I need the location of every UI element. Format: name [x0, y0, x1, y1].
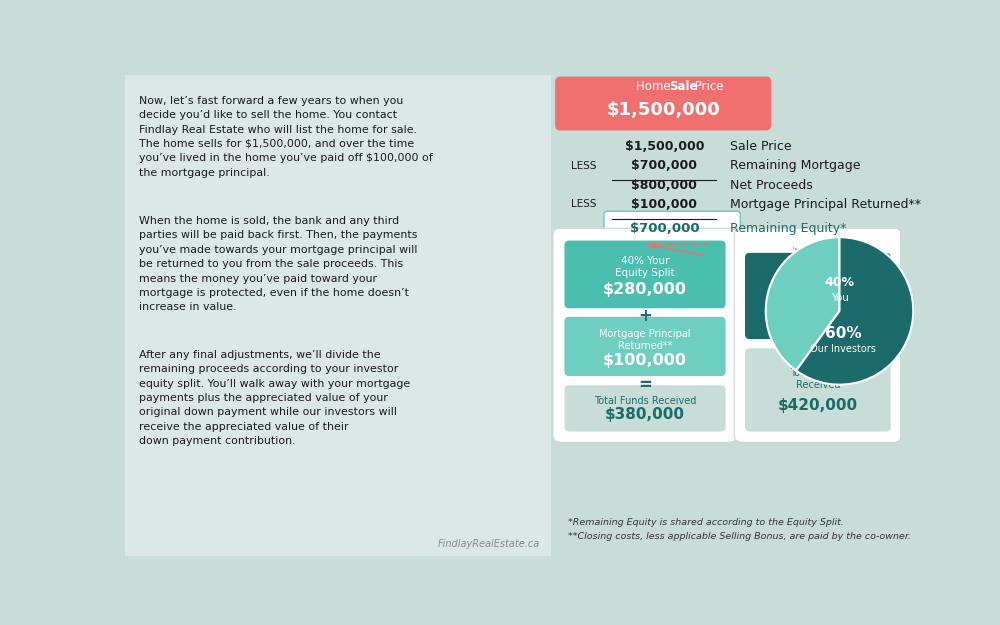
- Text: $100,000: $100,000: [603, 353, 687, 368]
- Text: $380,000: $380,000: [605, 407, 685, 422]
- FancyBboxPatch shape: [551, 75, 900, 556]
- FancyBboxPatch shape: [604, 211, 740, 244]
- Text: Total Funds Received: Total Funds Received: [594, 396, 696, 406]
- Text: Mortgage Principal: Mortgage Principal: [599, 329, 691, 339]
- Text: Net Proceeds: Net Proceeds: [730, 179, 812, 192]
- Text: Our Investors: Our Investors: [810, 344, 876, 354]
- Text: Mortgage Principal Returned**: Mortgage Principal Returned**: [730, 198, 920, 211]
- Text: Remaining Equity*: Remaining Equity*: [730, 222, 846, 235]
- Text: $700,000: $700,000: [631, 159, 697, 172]
- Text: Equity Split: Equity Split: [615, 268, 675, 278]
- Text: $420,000: $420,000: [776, 304, 860, 319]
- Text: =: =: [811, 338, 825, 356]
- Text: $1,500,000: $1,500,000: [606, 101, 720, 119]
- Text: =: =: [638, 376, 652, 394]
- Text: Equity Split: Equity Split: [788, 281, 848, 291]
- Text: $1,500,000: $1,500,000: [625, 140, 704, 153]
- FancyBboxPatch shape: [564, 385, 726, 431]
- Text: 60% Investor: 60% Investor: [783, 269, 852, 279]
- FancyBboxPatch shape: [564, 317, 726, 376]
- Text: LESS: LESS: [571, 199, 596, 209]
- Text: Home: Home: [637, 80, 675, 93]
- Text: 60%: 60%: [825, 326, 862, 341]
- Text: +: +: [638, 307, 652, 325]
- Text: Price: Price: [691, 80, 723, 93]
- FancyBboxPatch shape: [734, 228, 902, 442]
- Text: Sale: Sale: [669, 80, 698, 93]
- Text: After any final adjustments, we’ll divide the
remaining proceeds according to yo: After any final adjustments, we’ll divid…: [139, 350, 410, 446]
- Wedge shape: [796, 237, 913, 384]
- Text: Now, let’s fast forward a few years to when you
decide you’d like to sell the ho: Now, let’s fast forward a few years to w…: [139, 96, 433, 178]
- Text: When the home is sold, the bank and any third
parties will be paid back first. T: When the home is sold, the bank and any …: [139, 216, 417, 312]
- Text: LESS: LESS: [571, 161, 596, 171]
- FancyBboxPatch shape: [555, 76, 771, 131]
- FancyBboxPatch shape: [745, 348, 891, 431]
- Text: *Remaining Equity is shared according to the Equity Split.: *Remaining Equity is shared according to…: [568, 518, 844, 527]
- Text: 40% Your: 40% Your: [621, 256, 669, 266]
- Text: Received: Received: [796, 379, 840, 389]
- Wedge shape: [766, 237, 840, 371]
- Text: Remaining Mortgage: Remaining Mortgage: [730, 159, 860, 172]
- Text: Returned**: Returned**: [618, 341, 672, 351]
- Text: $100,000: $100,000: [631, 198, 697, 211]
- Text: $800,000: $800,000: [631, 179, 697, 192]
- Text: **Closing costs, less applicable Selling Bonus, are paid by the co-owner.: **Closing costs, less applicable Selling…: [568, 532, 911, 541]
- Text: 40%: 40%: [824, 276, 854, 289]
- Text: Total Funds: Total Funds: [790, 368, 845, 378]
- FancyBboxPatch shape: [125, 75, 551, 556]
- FancyBboxPatch shape: [553, 228, 737, 442]
- Text: $280,000: $280,000: [603, 282, 687, 298]
- Text: You: You: [831, 292, 848, 302]
- FancyBboxPatch shape: [564, 241, 726, 308]
- Text: FindlayRealEstate.ca: FindlayRealEstate.ca: [437, 539, 540, 549]
- FancyBboxPatch shape: [745, 253, 891, 339]
- Text: $420,000: $420,000: [778, 398, 858, 413]
- Text: $700,000: $700,000: [630, 222, 699, 235]
- Text: Sale Price: Sale Price: [730, 140, 791, 153]
